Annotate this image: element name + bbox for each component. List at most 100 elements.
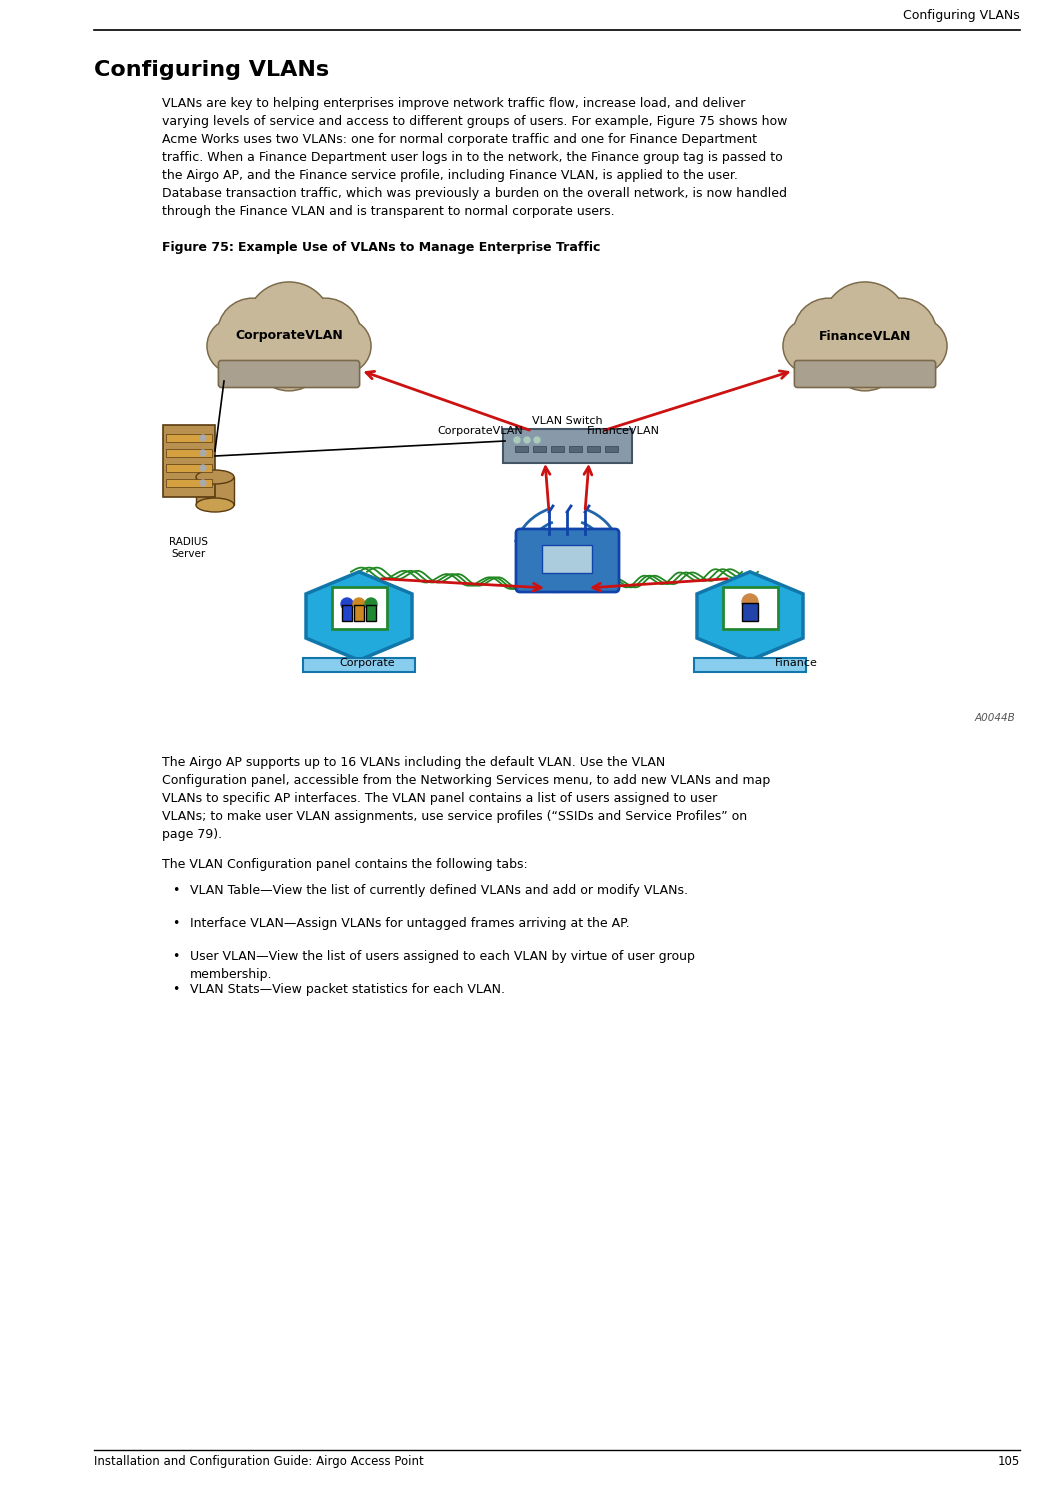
FancyBboxPatch shape: [795, 361, 935, 388]
Text: page 79).: page 79).: [162, 828, 222, 841]
Text: FinanceVLAN: FinanceVLAN: [588, 427, 660, 436]
Circle shape: [524, 437, 530, 443]
Text: •: •: [172, 883, 180, 897]
FancyBboxPatch shape: [515, 446, 528, 452]
Text: The VLAN Configuration panel contains the following tabs:: The VLAN Configuration panel contains th…: [162, 858, 528, 871]
FancyBboxPatch shape: [605, 446, 618, 452]
FancyBboxPatch shape: [588, 446, 600, 452]
FancyBboxPatch shape: [166, 464, 212, 471]
Text: Corporate: Corporate: [339, 658, 394, 668]
Text: VLANs are key to helping enterprises improve network traffic flow, increase load: VLANs are key to helping enterprises imp…: [162, 97, 745, 110]
Circle shape: [291, 300, 359, 367]
Text: VLANs; to make user VLAN assignments, use service profiles (“SSIDs and Service P: VLANs; to make user VLAN assignments, us…: [162, 810, 747, 824]
Circle shape: [867, 300, 935, 367]
Circle shape: [230, 310, 295, 374]
Circle shape: [316, 318, 371, 373]
FancyBboxPatch shape: [342, 604, 352, 621]
Circle shape: [795, 300, 863, 367]
Text: through the Finance VLAN and is transparent to normal corporate users.: through the Finance VLAN and is transpar…: [162, 204, 615, 218]
Text: VLANs to specific AP interfaces. The VLAN panel contains a list of users assigne: VLANs to specific AP interfaces. The VLA…: [162, 792, 717, 806]
Ellipse shape: [195, 498, 234, 512]
Polygon shape: [697, 571, 803, 659]
Circle shape: [808, 312, 870, 373]
FancyBboxPatch shape: [742, 603, 758, 621]
Ellipse shape: [195, 470, 234, 483]
Circle shape: [860, 312, 922, 373]
Circle shape: [892, 318, 947, 373]
Circle shape: [207, 318, 262, 373]
Circle shape: [794, 298, 864, 369]
FancyBboxPatch shape: [533, 446, 547, 452]
Text: membership.: membership.: [190, 968, 272, 982]
FancyBboxPatch shape: [163, 425, 215, 497]
Text: VLAN Switch: VLAN Switch: [532, 416, 602, 427]
Text: •: •: [172, 983, 180, 997]
Circle shape: [893, 319, 946, 372]
Text: 105: 105: [997, 1455, 1021, 1468]
Text: Figure 75:: Figure 75:: [162, 242, 234, 254]
FancyBboxPatch shape: [723, 586, 778, 630]
Circle shape: [514, 437, 520, 443]
Circle shape: [219, 300, 287, 367]
Text: Database transaction traffic, which was previously a burden on the overall netwo: Database transaction traffic, which was …: [162, 186, 787, 200]
Text: CorporateVLAN: CorporateVLAN: [235, 330, 343, 343]
Text: User VLAN—View the list of users assigned to each VLAN by virtue of user group: User VLAN—View the list of users assigne…: [190, 950, 695, 962]
Text: Finance: Finance: [775, 658, 818, 668]
Circle shape: [783, 318, 838, 373]
Text: Configuring VLANs: Configuring VLANs: [903, 9, 1021, 22]
Circle shape: [252, 316, 326, 389]
Circle shape: [784, 319, 837, 372]
FancyBboxPatch shape: [304, 658, 415, 673]
FancyBboxPatch shape: [195, 477, 234, 504]
Circle shape: [200, 436, 206, 442]
Circle shape: [823, 283, 907, 367]
Circle shape: [200, 466, 206, 471]
Circle shape: [341, 598, 353, 610]
Text: Configuring VLANs: Configuring VLANs: [94, 60, 329, 81]
Circle shape: [218, 298, 288, 369]
Text: VLAN Stats—View packet statistics for each VLAN.: VLAN Stats—View packet statistics for ea…: [190, 983, 504, 997]
Text: Installation and Configuration Guide: Airgo Access Point: Installation and Configuration Guide: Ai…: [94, 1455, 424, 1468]
FancyBboxPatch shape: [332, 586, 387, 630]
FancyBboxPatch shape: [166, 449, 212, 457]
Circle shape: [806, 310, 871, 374]
Circle shape: [866, 298, 936, 369]
Text: Interface VLAN—Assign VLANs for untagged frames arriving at the AP.: Interface VLAN—Assign VLANs for untagged…: [190, 918, 630, 930]
FancyBboxPatch shape: [516, 530, 619, 592]
Text: the Airgo AP, and the Finance service profile, including Finance VLAN, is applie: the Airgo AP, and the Finance service pr…: [162, 169, 738, 182]
Circle shape: [232, 312, 294, 373]
FancyBboxPatch shape: [366, 604, 376, 621]
Text: •: •: [172, 918, 180, 930]
Text: Configuration panel, accessible from the Networking Services menu, to add new VL: Configuration panel, accessible from the…: [162, 774, 770, 786]
Polygon shape: [306, 571, 412, 659]
Circle shape: [208, 319, 261, 372]
Circle shape: [827, 315, 903, 391]
Text: Example Use of VLANs to Manage Enterprise Traffic: Example Use of VLANs to Manage Enterpris…: [238, 242, 600, 254]
Circle shape: [251, 315, 327, 391]
Text: Acme Works uses two VLANs: one for normal corporate traffic and one for Finance : Acme Works uses two VLANs: one for norma…: [162, 133, 757, 146]
Text: varying levels of service and access to different groups of users. For example, : varying levels of service and access to …: [162, 115, 787, 128]
Circle shape: [284, 312, 346, 373]
Circle shape: [246, 282, 332, 369]
FancyBboxPatch shape: [569, 446, 582, 452]
Text: RADIUS
Server: RADIUS Server: [169, 537, 208, 560]
FancyBboxPatch shape: [503, 430, 632, 463]
Circle shape: [317, 319, 370, 372]
FancyBboxPatch shape: [219, 361, 359, 388]
FancyBboxPatch shape: [695, 658, 806, 673]
Text: The Airgo AP supports up to 16 VLANs including the default VLAN. Use the VLAN: The Airgo AP supports up to 16 VLANs inc…: [162, 756, 665, 768]
Text: A0044B: A0044B: [974, 713, 1015, 724]
FancyBboxPatch shape: [166, 479, 212, 486]
FancyBboxPatch shape: [354, 604, 364, 621]
Circle shape: [742, 594, 758, 610]
Text: •: •: [172, 950, 180, 962]
Circle shape: [283, 310, 348, 374]
Circle shape: [200, 451, 206, 457]
Text: VLAN Table—View the list of currently defined VLANs and add or modify VLANs.: VLAN Table—View the list of currently de…: [190, 883, 688, 897]
Text: CorporateVLAN: CorporateVLAN: [437, 427, 522, 436]
Circle shape: [247, 283, 331, 367]
Text: traffic. When a Finance Department user logs in to the network, the Finance grou: traffic. When a Finance Department user …: [162, 151, 783, 164]
Text: FinanceVLAN: FinanceVLAN: [819, 330, 911, 343]
FancyBboxPatch shape: [166, 434, 212, 442]
FancyBboxPatch shape: [542, 545, 592, 573]
